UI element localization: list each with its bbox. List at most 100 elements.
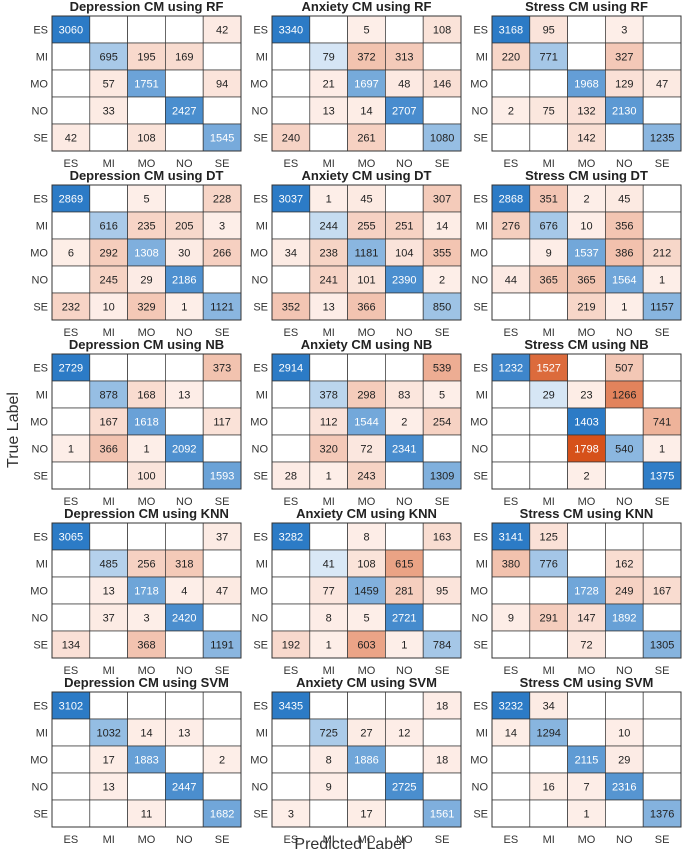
col-tick-label: SE — [435, 834, 450, 846]
cell-value: 29 — [140, 275, 152, 287]
matrix-cell — [51, 407, 91, 436]
cell-value: 1 — [68, 444, 74, 456]
cell-value: 238 — [320, 248, 338, 260]
row-tick-label: SE — [33, 133, 48, 145]
col-tick-label: SE — [215, 158, 230, 170]
cell-value: 2707 — [392, 106, 416, 118]
row-tick-label: MI — [36, 728, 48, 740]
matrix-cell — [385, 15, 424, 44]
row-tick-label: SE — [33, 640, 48, 652]
matrix-cell — [491, 549, 531, 578]
matrix-cell — [385, 603, 424, 632]
matrix-cell — [89, 15, 128, 44]
matrix-cell — [202, 603, 242, 632]
matrix-cell — [165, 380, 204, 409]
cell-value: 30 — [178, 248, 190, 260]
matrix-cell — [491, 745, 531, 774]
row-tick-label: SE — [473, 809, 488, 821]
matrix-cell — [567, 96, 606, 125]
row-tick-label: NO — [32, 444, 49, 456]
col-tick-label: NO — [396, 665, 413, 677]
matrix-cell — [642, 184, 682, 213]
cell-value: 298 — [357, 390, 375, 402]
matrix-cell — [309, 799, 348, 828]
matrix-cell — [165, 772, 204, 801]
panel-title: Stress CM using KNN — [520, 506, 654, 521]
row-tick-label: MI — [476, 390, 488, 402]
matrix-cell — [422, 772, 462, 801]
matrix-cell — [567, 15, 606, 44]
matrix-cell — [127, 353, 166, 382]
cell-value: 1376 — [650, 809, 674, 821]
col-tick-label: MO — [138, 834, 156, 846]
matrix-cell — [605, 434, 644, 463]
cell-value: 6 — [68, 248, 74, 260]
col-tick-label: NO — [616, 834, 633, 846]
cell-value: 1232 — [499, 363, 523, 375]
col-tick-label: ES — [284, 496, 299, 508]
row-tick-label: NO — [252, 106, 269, 118]
cell-value: 13 — [178, 728, 190, 740]
matrix-cell — [127, 630, 166, 659]
col-tick-label: MI — [543, 158, 555, 170]
row-tick-label: SE — [253, 133, 268, 145]
matrix-cell — [165, 96, 204, 125]
cell-value: 352 — [282, 302, 300, 314]
cell-value: 2420 — [172, 613, 196, 625]
col-tick-label: MO — [578, 665, 596, 677]
cell-value: 28 — [285, 471, 297, 483]
panel-title: Depression CM using KNN — [64, 506, 229, 521]
matrix-cell — [642, 96, 682, 125]
panel-border — [271, 522, 462, 659]
matrix-cell — [309, 380, 348, 409]
row-tick-label: ES — [33, 25, 48, 37]
row-tick-label: MO — [30, 248, 48, 260]
matrix-cell — [642, 123, 682, 152]
cell-value: 784 — [433, 640, 451, 652]
matrix-cell — [127, 184, 166, 213]
matrix-cell — [271, 772, 311, 801]
matrix-cell — [605, 799, 644, 828]
matrix-cell — [385, 549, 424, 578]
col-tick-label: NO — [396, 496, 413, 508]
cell-value: 108 — [433, 25, 451, 37]
matrix-cell — [165, 69, 204, 98]
cell-value: 1 — [659, 444, 665, 456]
row-tick-label: MI — [476, 52, 488, 64]
matrix-cell — [89, 630, 128, 659]
cell-value: 10 — [580, 221, 592, 233]
row-tick-label: SE — [253, 640, 268, 652]
matrix-cell — [202, 461, 242, 490]
panel-title: Depression CM using NB — [69, 337, 224, 352]
confusion-matrix-panel: Anxiety CM using KNN 3282 8 163 41 108 615 77 14… — [250, 506, 462, 677]
matrix-cell — [89, 799, 128, 828]
matrix-cell — [642, 718, 682, 747]
matrix-cell — [202, 691, 242, 720]
col-tick-label: MO — [138, 665, 156, 677]
cell-value: 195 — [137, 52, 155, 64]
matrix-cell — [567, 576, 606, 605]
panel-title: Anxiety CM using RF — [301, 0, 431, 14]
matrix-cell — [202, 549, 242, 578]
cell-value: 16 — [543, 782, 555, 794]
matrix-cell — [89, 353, 128, 382]
cell-value: 2115 — [575, 755, 599, 767]
cell-value: 17 — [360, 809, 372, 821]
matrix-cell — [347, 211, 386, 240]
cell-value: 1718 — [134, 586, 158, 598]
matrix-cell — [567, 772, 606, 801]
row-tick-label: MO — [250, 417, 268, 429]
panel-title: Anxiety CM using NB — [301, 337, 432, 352]
cell-value: 45 — [618, 194, 630, 206]
cell-value: 2 — [508, 106, 514, 118]
cell-value: 34 — [543, 701, 555, 713]
cell-value: 47 — [656, 79, 668, 91]
matrix-cell — [422, 522, 462, 551]
matrix-cell — [529, 718, 568, 747]
matrix-cell — [385, 799, 424, 828]
col-tick-label: NO — [616, 496, 633, 508]
cell-value: 373 — [213, 363, 231, 375]
matrix-cell — [347, 691, 386, 720]
